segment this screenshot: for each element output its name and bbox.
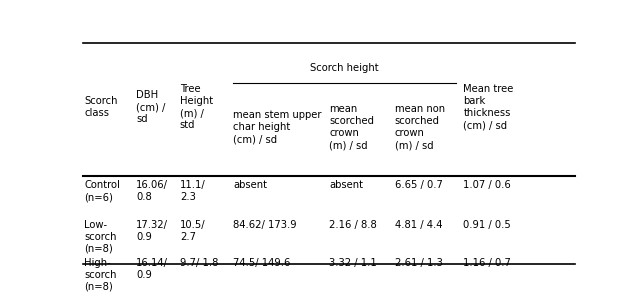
Text: 2.61 / 1.3: 2.61 / 1.3 [395,258,442,268]
Text: Scorch
class: Scorch class [84,96,117,118]
Text: Scorch height: Scorch height [310,63,379,73]
Text: 16.14/
0.9: 16.14/ 0.9 [136,258,168,280]
Text: 2.16 / 8.8: 2.16 / 8.8 [329,220,377,230]
Text: 6.65 / 0.7: 6.65 / 0.7 [395,180,442,190]
Text: 84.62/ 173.9: 84.62/ 173.9 [234,220,297,230]
Text: Control
(n=6): Control (n=6) [84,180,120,202]
Text: 16.06/
0.8: 16.06/ 0.8 [136,180,168,202]
Text: 3.32 / 1.1: 3.32 / 1.1 [329,258,377,268]
Text: Tree
Height
(m) /
std: Tree Height (m) / std [180,84,213,130]
Text: 1.16 / 0.7: 1.16 / 0.7 [464,258,511,268]
Text: 9.7/ 1.8: 9.7/ 1.8 [180,258,218,268]
Text: Mean tree
bark
thickness
(cm) / sd: Mean tree bark thickness (cm) / sd [464,84,514,130]
Text: Low-
scorch
(n=8): Low- scorch (n=8) [84,220,117,254]
Text: DBH
(cm) /
sd: DBH (cm) / sd [136,90,166,124]
Text: 0.91 / 0.5: 0.91 / 0.5 [464,220,511,230]
Text: 11.1/
2.3: 11.1/ 2.3 [180,180,205,202]
Text: absent: absent [234,180,268,190]
Text: absent: absent [329,180,363,190]
Text: 74.5/ 149.6: 74.5/ 149.6 [234,258,291,268]
Text: 17.32/
0.9: 17.32/ 0.9 [136,220,168,242]
Text: 10.5/
2.7: 10.5/ 2.7 [180,220,205,242]
Text: mean non
scorched
crown
(m) / sd: mean non scorched crown (m) / sd [395,104,445,150]
Text: mean
scorched
crown
(m) / sd: mean scorched crown (m) / sd [329,104,374,150]
Text: 4.81 / 4.4: 4.81 / 4.4 [395,220,442,230]
Text: 1.07 / 0.6: 1.07 / 0.6 [464,180,511,190]
Text: High-
scorch
(n=8): High- scorch (n=8) [84,258,117,292]
Text: mean stem upper
char height
(cm) / sd: mean stem upper char height (cm) / sd [234,110,322,144]
